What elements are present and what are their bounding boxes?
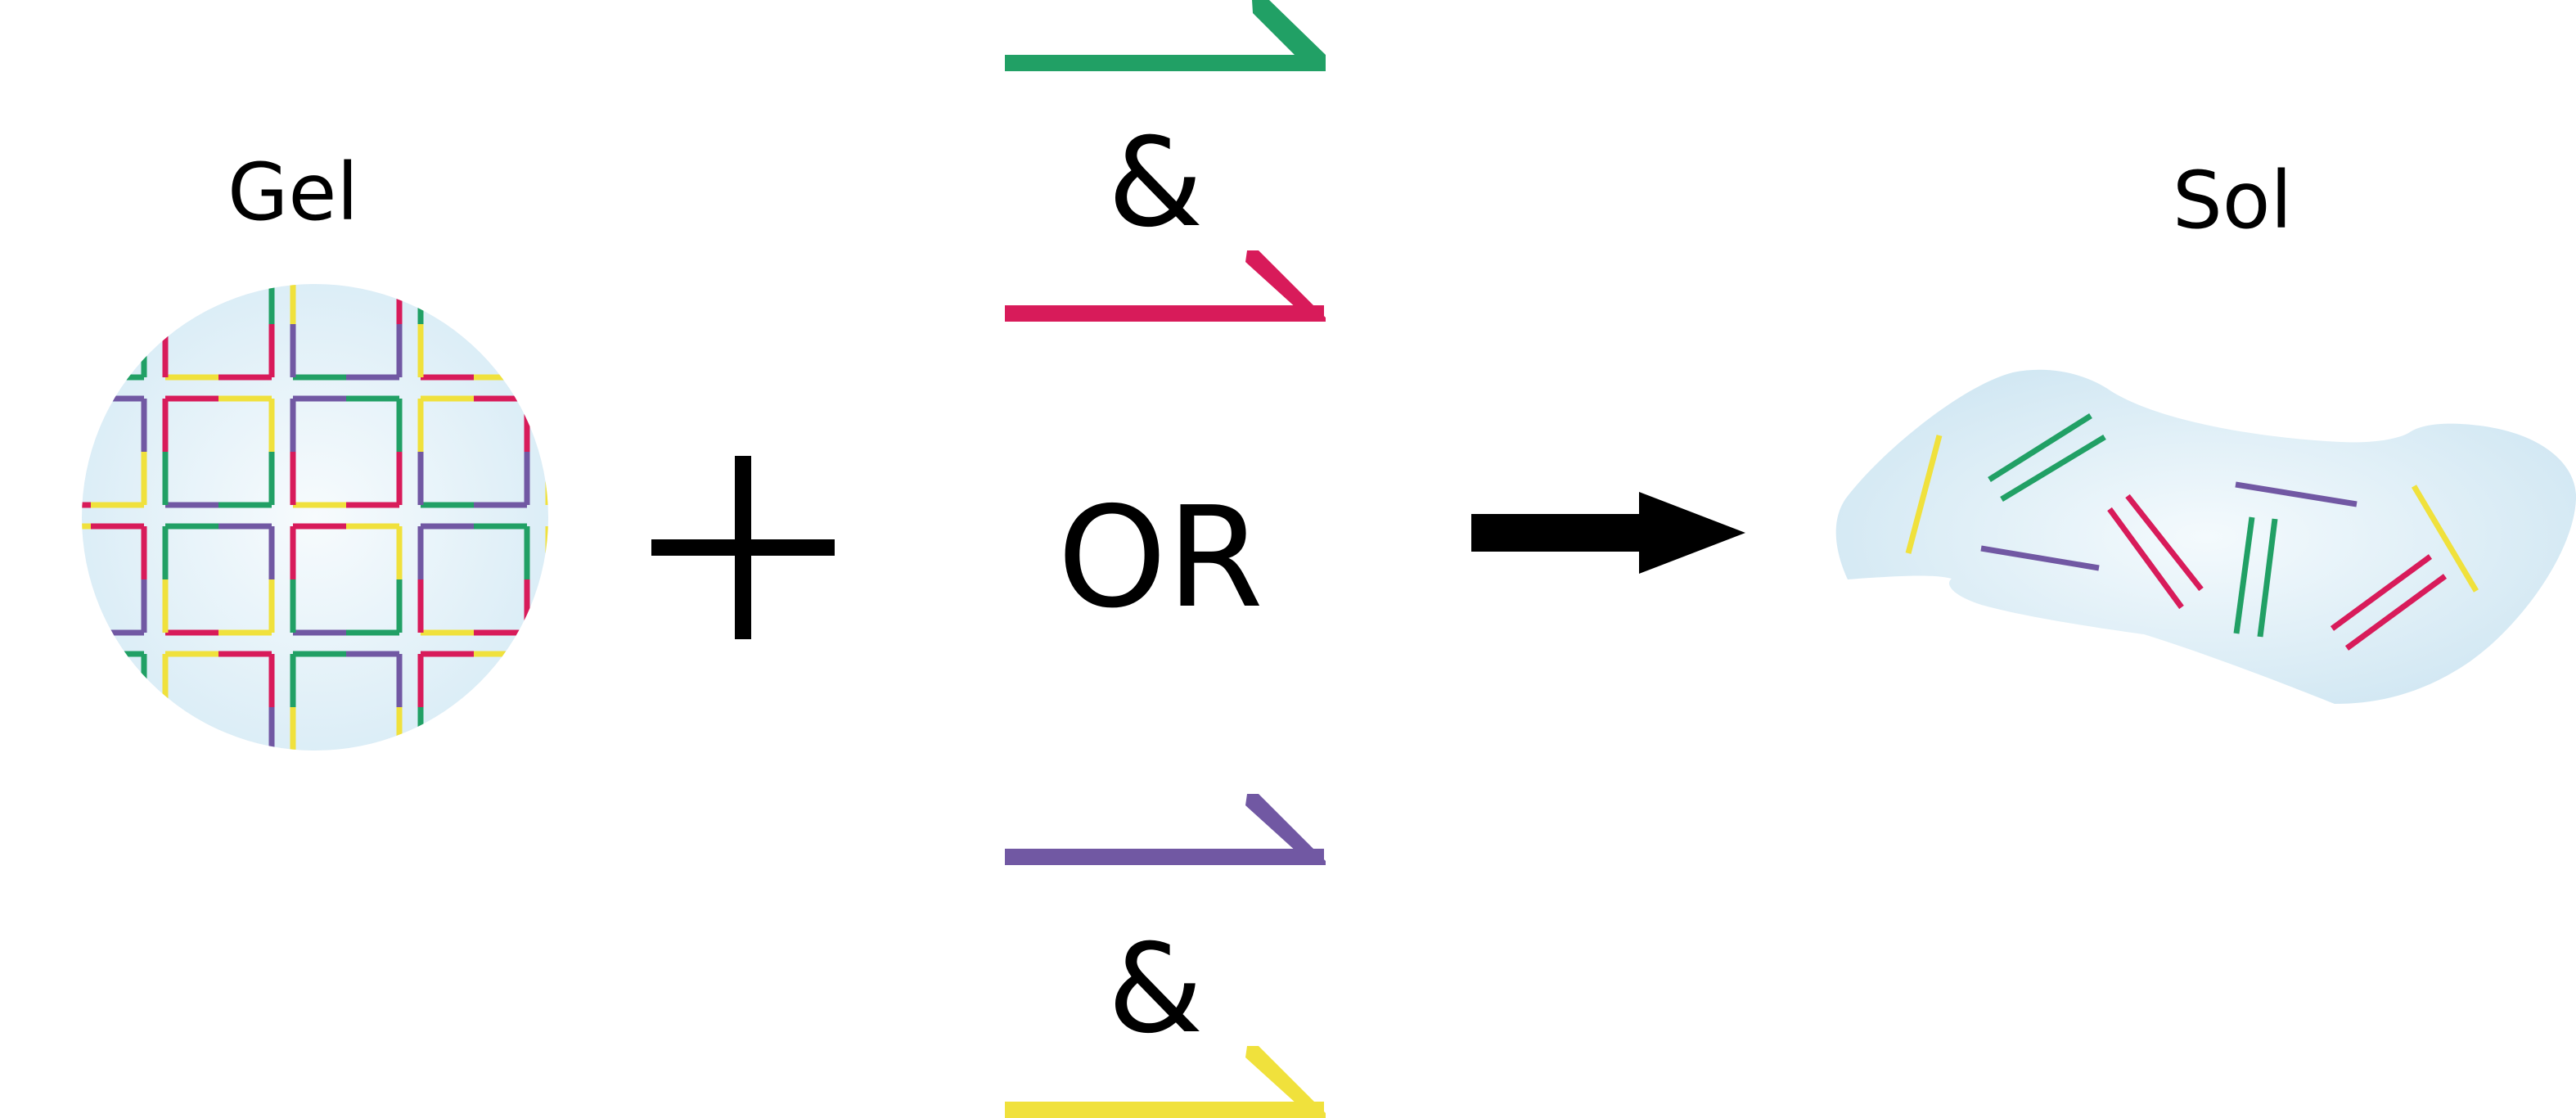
sol-strand: [2000, 435, 2106, 502]
sol-strand: [1988, 413, 2092, 482]
sol-strand: [1905, 435, 1943, 554]
strand-magenta: [1005, 250, 1326, 322]
sol-label: Sol: [2173, 155, 2292, 246]
gel-circle: [82, 284, 548, 751]
strand-yellow: [1005, 1046, 1326, 1118]
and-symbol-top: &: [1108, 112, 1204, 255]
sol-strand: [2344, 574, 2448, 651]
sol-strand: [2235, 481, 2358, 507]
right-arrow-icon: [1471, 492, 1745, 574]
gel-label: Gel: [227, 147, 358, 238]
sol-blob: [1835, 369, 2576, 704]
sol-strand: [2233, 516, 2255, 634]
or-label: OR: [1057, 477, 1263, 639]
sol-strand: [2330, 554, 2433, 631]
sol-solution: [1835, 369, 2576, 704]
plus-icon: [651, 456, 835, 639]
gel-network: [82, 284, 548, 751]
sol-strands: [1905, 413, 2479, 651]
sol-strand: [2125, 494, 2204, 592]
and-symbol-bottom: &: [1108, 918, 1204, 1061]
sol-strand: [2107, 507, 2184, 610]
sol-strand: [1980, 545, 2100, 571]
strand-green: [1005, 0, 1326, 71]
sol-strand: [2411, 485, 2479, 593]
strand-purple: [1005, 794, 1326, 865]
sol-strand: [2257, 518, 2278, 638]
